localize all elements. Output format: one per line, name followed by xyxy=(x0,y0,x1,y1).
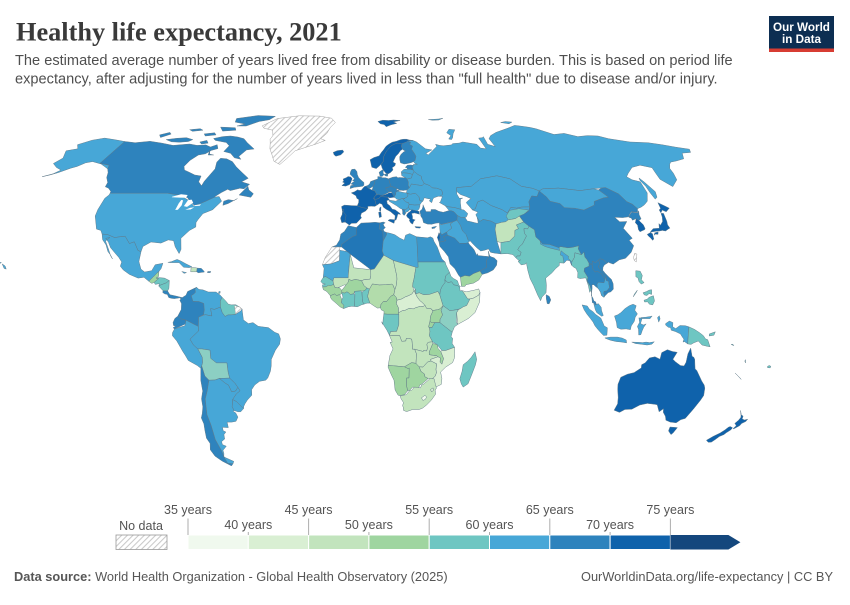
svg-text:in Data: in Data xyxy=(782,33,821,46)
svg-text:45 years: 45 years xyxy=(285,503,333,517)
svg-text:65 years: 65 years xyxy=(526,503,574,517)
svg-text:Healthy life expectancy, 2021: Healthy life expectancy, 2021 xyxy=(16,18,342,47)
svg-text:Our World: Our World xyxy=(773,21,830,34)
svg-text:35 years: 35 years xyxy=(164,503,212,517)
svg-text:50 years: 50 years xyxy=(345,518,393,532)
svg-text:OurWorldinData.org/life-expect: OurWorldinData.org/life-expectancy | CC … xyxy=(581,569,833,584)
svg-text:55 years: 55 years xyxy=(405,503,453,517)
svg-text:The estimated average number o: The estimated average number of years li… xyxy=(15,53,733,69)
svg-text:Data source: World Health Orga: Data source: World Health Organization -… xyxy=(14,569,448,584)
svg-text:60 years: 60 years xyxy=(466,518,514,532)
svg-text:40 years: 40 years xyxy=(224,518,272,532)
svg-text:75 years: 75 years xyxy=(646,503,694,517)
svg-text:70 years: 70 years xyxy=(586,518,634,532)
svg-text:No data: No data xyxy=(119,519,163,533)
svg-text:expectancy, after adjusting fo: expectancy, after adjusting for the numb… xyxy=(15,72,718,88)
